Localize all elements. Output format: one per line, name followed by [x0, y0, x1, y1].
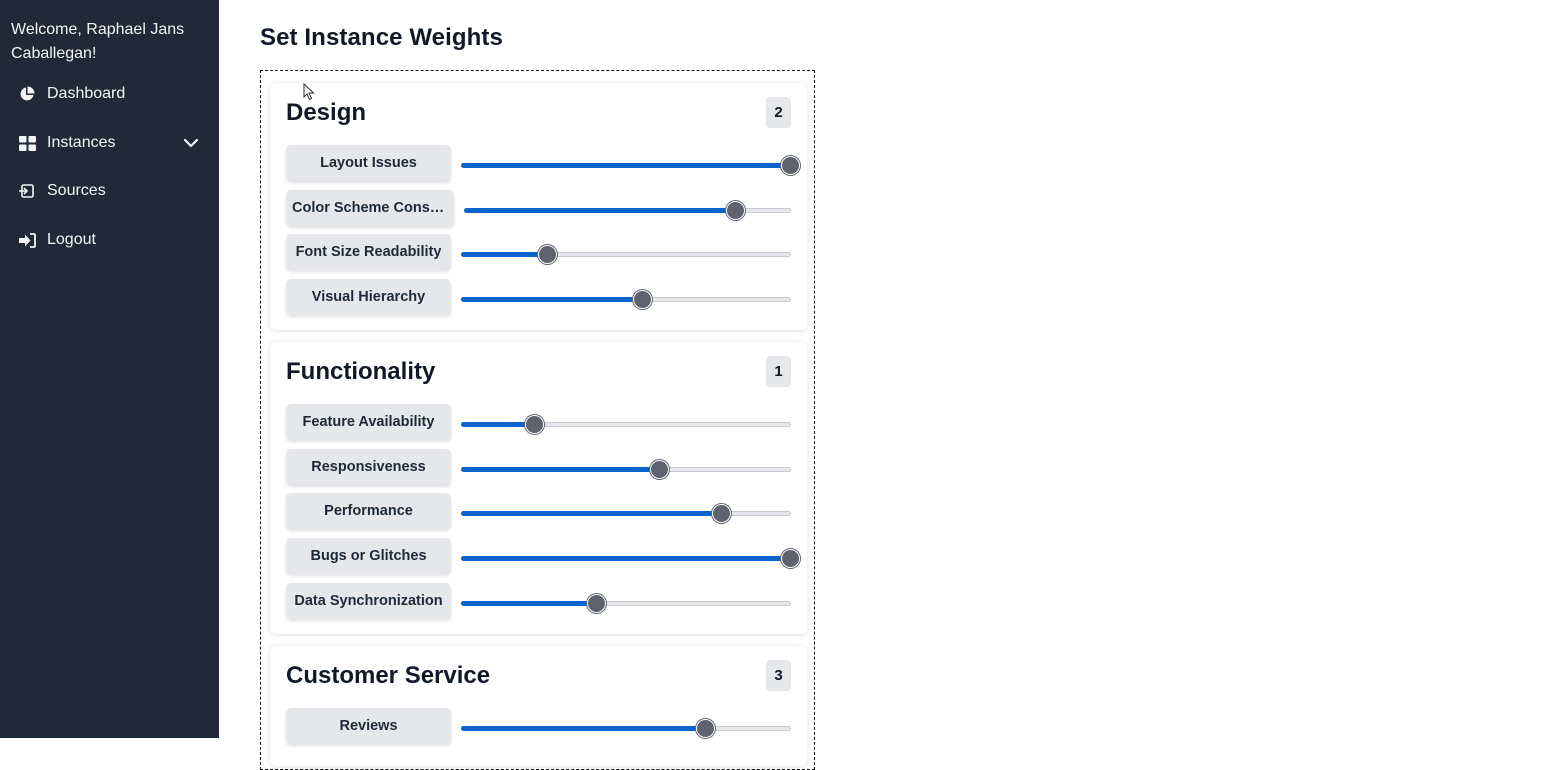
sidebar-item-dashboard[interactable]: Dashboard	[0, 74, 219, 114]
category-card-functionality: Functionality 1 Feature Availability Res…	[270, 342, 807, 634]
criterion-label: Visual Hierarchy	[286, 279, 451, 315]
criterion-label: Data Synchronization	[286, 583, 451, 619]
sidebar-item-sources[interactable]: Sources	[0, 171, 219, 211]
chevron-down-icon[interactable]	[182, 134, 200, 152]
category-weight-badge: 2	[766, 97, 791, 128]
criterion-row: Feature Availability	[286, 404, 792, 442]
import-icon	[18, 182, 36, 200]
slider-fill	[461, 511, 720, 516]
weight-slider[interactable]	[461, 504, 791, 523]
slider-thumb[interactable]	[696, 719, 715, 738]
sidebar-item-instances[interactable]: Instances	[0, 123, 219, 163]
slider-thumb[interactable]	[781, 156, 800, 175]
slider-thumb[interactable]	[650, 460, 669, 479]
weight-slider[interactable]	[461, 415, 791, 434]
weight-slider[interactable]	[461, 290, 791, 309]
slider-thumb[interactable]	[781, 549, 800, 568]
category-card-customer-service: Customer Service 3 Reviews	[270, 646, 807, 766]
slider-fill	[461, 556, 789, 561]
slider-thumb[interactable]	[538, 245, 557, 264]
weight-slider[interactable]	[461, 594, 791, 613]
pie-chart-icon	[18, 85, 36, 103]
logout-icon	[18, 231, 36, 249]
criterion-row: Visual Hierarchy	[286, 279, 792, 317]
sidebar-item-logout[interactable]: Logout	[0, 220, 219, 260]
category-title: Customer Service	[286, 662, 491, 689]
weight-slider[interactable]	[461, 719, 791, 738]
category-weight-badge: 1	[766, 356, 791, 387]
category-weight-badge: 3	[766, 660, 791, 691]
slider-fill	[461, 467, 658, 472]
page-title: Set Instance Weights	[260, 24, 503, 51]
slider-thumb[interactable]	[525, 415, 544, 434]
slider-thumb[interactable]	[726, 201, 745, 220]
criterion-row: Bugs or Glitches	[286, 538, 800, 576]
welcome-message: Welcome, Raphael Jans Caballegan!	[11, 21, 185, 62]
weight-slider[interactable]	[464, 201, 791, 220]
criterion-label: Color Scheme Consis...	[286, 190, 454, 226]
criterion-row: Performance	[286, 493, 792, 531]
criterion-label: Bugs or Glitches	[286, 538, 451, 574]
slider-thumb[interactable]	[587, 594, 606, 613]
weight-slider[interactable]	[461, 549, 800, 568]
category-card-design: Design 2 Layout Issues Color Scheme Cons…	[270, 83, 807, 330]
criterion-label: Font Size Readability	[286, 234, 451, 270]
category-title: Design	[286, 99, 367, 126]
sidebar-item-label: Logout	[47, 231, 96, 248]
sidebar-item-label: Instances	[47, 134, 116, 151]
sidebar-item-label: Sources	[47, 182, 106, 199]
slider-fill	[461, 252, 546, 257]
slider-fill	[464, 208, 734, 213]
slider-thumb[interactable]	[712, 504, 731, 523]
criterion-label: Feature Availability	[286, 404, 451, 440]
criterion-row: Font Size Readability	[286, 234, 792, 272]
category-title: Functionality	[286, 358, 436, 385]
mouse-cursor-icon	[303, 82, 315, 106]
criterion-row: Reviews	[286, 708, 792, 746]
slider-fill	[461, 422, 533, 427]
slider-fill	[461, 601, 595, 606]
criterion-row: Responsiveness	[286, 449, 792, 487]
sidebar: Welcome, Raphael Jans Caballegan! Dashbo…	[0, 0, 219, 738]
criterion-row: Color Scheme Consis...	[286, 190, 792, 228]
criterion-row: Layout Issues	[286, 145, 800, 183]
weight-slider[interactable]	[461, 156, 800, 175]
slider-fill	[461, 297, 641, 302]
criterion-label: Reviews	[286, 708, 451, 744]
slider-thumb[interactable]	[633, 290, 652, 309]
criterion-label: Layout Issues	[286, 145, 451, 181]
weight-slider[interactable]	[461, 460, 791, 479]
slider-fill	[461, 726, 704, 731]
criterion-label: Responsiveness	[286, 449, 451, 485]
criterion-row: Data Synchronization	[286, 583, 792, 621]
slider-fill	[461, 163, 789, 168]
sidebar-item-label: Dashboard	[47, 85, 126, 102]
criterion-label: Performance	[286, 493, 451, 529]
weight-slider[interactable]	[461, 245, 791, 264]
grid-icon	[18, 134, 36, 152]
